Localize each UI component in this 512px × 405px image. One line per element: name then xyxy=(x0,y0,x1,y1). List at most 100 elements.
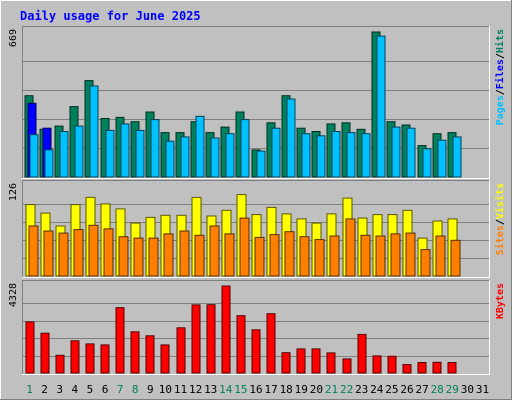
bar-sites-day-27 xyxy=(420,249,431,277)
bar-kbytes-day-15 xyxy=(236,315,246,374)
bar-kbytes-day-20 xyxy=(311,348,321,374)
x-axis-tick-labels: 1 2 3 4 5 6 7 8 9 10 11 12 13 14 15 16 17 18 19 20 21 22 23 24 2… xyxy=(26,383,489,396)
legend-label-visits: Visits xyxy=(494,183,506,219)
x-tick-label-21: 21 xyxy=(325,383,338,396)
bar-kbytes-day-11 xyxy=(176,327,186,374)
bar-sites-day-9 xyxy=(148,237,159,277)
y-axis-max-label: 669 xyxy=(8,29,19,47)
x-tick-label-3: 3 xyxy=(56,383,63,396)
bar-kbytes-day-2 xyxy=(40,332,50,374)
panel-kbytes: 4328 KBytes xyxy=(8,280,506,375)
bar-pages-day-23 xyxy=(361,133,371,178)
x-tick-label-20: 20 xyxy=(310,383,323,396)
bar-pages-day-11 xyxy=(180,136,190,178)
x-tick-label-26: 26 xyxy=(400,383,413,396)
bar-kbytes-day-16 xyxy=(251,329,261,374)
bar-kbytes-day-3 xyxy=(55,354,65,374)
bar-pages-day-3 xyxy=(59,131,69,178)
bar-pages-day-5 xyxy=(89,85,99,178)
bar-kbytes-day-4 xyxy=(70,340,80,374)
panel-legend: KBytes xyxy=(495,283,506,319)
legend-label-hits: Hits xyxy=(494,29,506,53)
bar-pages-day-7 xyxy=(120,123,130,178)
y-axis-max-label: 4328 xyxy=(8,283,19,307)
bar-kbytes-day-6 xyxy=(100,344,110,374)
x-tick-label-10: 10 xyxy=(159,383,172,396)
bar-pages-day-13 xyxy=(210,137,220,178)
bar-pages-day-6 xyxy=(105,129,115,178)
bar-pages-day-1 xyxy=(29,134,39,178)
x-tick-label-5: 5 xyxy=(87,383,94,396)
bar-kbytes-day-12 xyxy=(191,304,201,374)
bar-sites-day-15 xyxy=(239,217,250,277)
x-tick-label-15: 15 xyxy=(234,383,247,396)
bar-pages-day-10 xyxy=(165,140,175,178)
bar-sites-day-7 xyxy=(118,236,129,277)
bar-sites-day-8 xyxy=(133,237,144,277)
bar-pages-day-24 xyxy=(376,35,386,178)
bar-sites-day-2 xyxy=(43,230,54,277)
x-tick-label-1: 1 xyxy=(26,383,33,396)
bar-sites-day-14 xyxy=(224,233,235,277)
x-tick-label-24: 24 xyxy=(370,383,384,396)
legend-separator: / xyxy=(495,89,506,95)
bar-kbytes-day-27 xyxy=(417,362,427,374)
bar-sites-day-25 xyxy=(390,233,401,277)
x-tick-label-8: 8 xyxy=(132,383,139,396)
x-tick-label-18: 18 xyxy=(280,383,293,396)
bar-sites-day-18 xyxy=(284,231,295,277)
panel-visits-sites: 126 Sites/Visits xyxy=(8,180,506,278)
bar-kbytes-day-22 xyxy=(342,358,352,374)
bar-sites-day-22 xyxy=(345,218,356,277)
y-axis-max-label: 126 xyxy=(8,183,19,201)
legend-label-files: Files xyxy=(494,59,506,89)
bar-pages-day-2 xyxy=(44,149,54,178)
x-tick-label-6: 6 xyxy=(102,383,109,396)
panel-legend: Pages/Files/Hits xyxy=(494,29,506,125)
x-tick-label-2: 2 xyxy=(41,383,48,396)
bar-sites-day-16 xyxy=(254,236,265,277)
bar-kbytes-day-21 xyxy=(326,352,336,374)
bar-kbytes-day-14 xyxy=(221,285,231,374)
bar-sites-day-6 xyxy=(103,228,114,277)
bar-kbytes-day-8 xyxy=(130,331,140,374)
bar-sites-day-19 xyxy=(299,236,310,277)
bar-pages-day-27 xyxy=(422,148,432,178)
bar-sites-day-26 xyxy=(405,232,416,277)
x-tick-label-30: 30 xyxy=(461,383,474,396)
bar-sites-day-13 xyxy=(209,225,220,277)
bar-sites-day-17 xyxy=(269,234,280,277)
bar-kbytes-day-10 xyxy=(160,344,170,374)
bar-sites-day-20 xyxy=(314,239,325,277)
bar-sites-day-5 xyxy=(88,224,99,277)
bar-kbytes-day-18 xyxy=(281,352,291,374)
bar-sites-day-21 xyxy=(329,235,340,277)
bar-kbytes-day-29 xyxy=(447,362,457,374)
bar-pages-day-26 xyxy=(406,127,416,178)
x-tick-label-14: 14 xyxy=(219,383,233,396)
x-tick-label-23: 23 xyxy=(355,383,368,396)
legend-label-kbytes: KBytes xyxy=(495,283,506,319)
bar-pages-day-28 xyxy=(437,139,447,178)
x-tick-label-28: 28 xyxy=(431,383,444,396)
bar-pages-day-25 xyxy=(391,126,401,178)
bar-pages-day-12 xyxy=(195,115,205,178)
x-tick-label-13: 13 xyxy=(204,383,217,396)
bar-kbytes-day-17 xyxy=(266,313,276,374)
bar-pages-day-19 xyxy=(301,133,311,178)
bar-kbytes-day-19 xyxy=(296,348,306,374)
x-tick-label-31: 31 xyxy=(476,383,489,396)
bar-sites-day-28 xyxy=(435,235,446,277)
bar-pages-day-29 xyxy=(452,136,462,178)
x-tick-label-27: 27 xyxy=(415,383,428,396)
bar-pages-day-18 xyxy=(286,98,296,178)
bar-pages-day-16 xyxy=(256,150,266,178)
bar-kbytes-day-26 xyxy=(402,364,412,374)
bar-sites-day-12 xyxy=(194,234,205,277)
bar-pages-day-8 xyxy=(135,129,145,178)
bar-kbytes-day-23 xyxy=(357,333,367,374)
